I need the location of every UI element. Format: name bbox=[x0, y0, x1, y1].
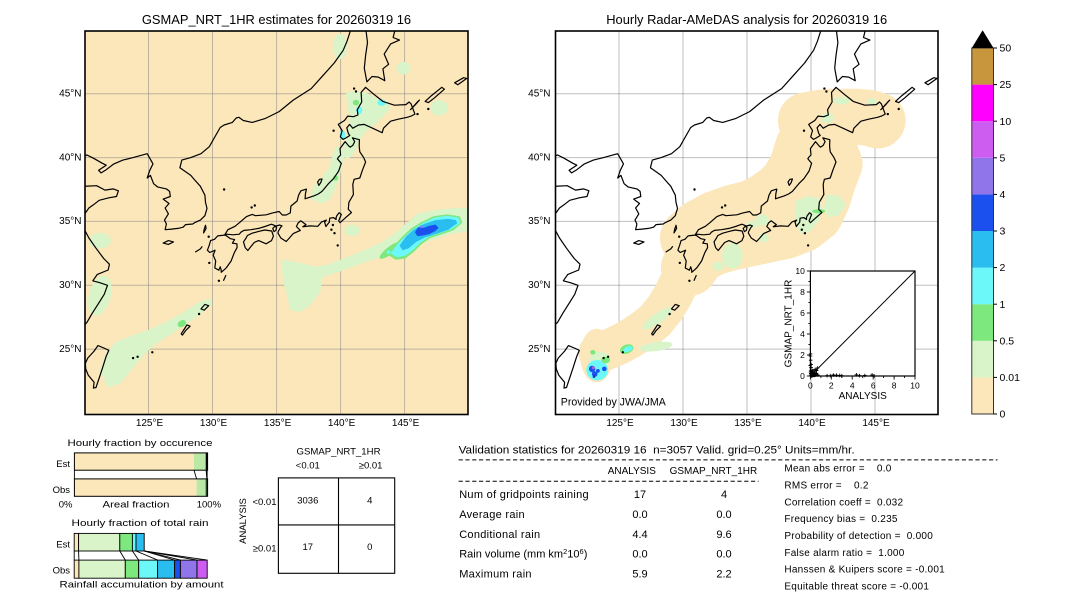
svg-text:2: 2 bbox=[1000, 262, 1006, 274]
svg-text:125°E: 125°E bbox=[606, 418, 634, 429]
svg-text:3036: 3036 bbox=[297, 496, 318, 507]
svg-text:40°N: 40°N bbox=[528, 152, 550, 163]
svg-text:Frequency bias = 0.235: Frequency bias = 0.235 bbox=[784, 514, 898, 525]
svg-text:RMS error = 0.2: RMS error = 0.2 bbox=[784, 481, 868, 492]
svg-text:25: 25 bbox=[1000, 79, 1012, 91]
svg-text:35°N: 35°N bbox=[59, 216, 81, 227]
svg-text:40°N: 40°N bbox=[59, 152, 81, 163]
svg-text:Obs: Obs bbox=[53, 566, 71, 577]
svg-text:1: 1 bbox=[1000, 299, 1006, 311]
svg-text:0: 0 bbox=[800, 371, 805, 381]
svg-text:False alarm ratio = 1.000: False alarm ratio = 1.000 bbox=[784, 548, 904, 559]
svg-text:GSMAP_NRT_1HR: GSMAP_NRT_1HR bbox=[297, 446, 381, 457]
svg-text:125°E: 125°E bbox=[136, 418, 164, 429]
svg-text:25°N: 25°N bbox=[59, 344, 81, 355]
svg-text:ANALYSIS: ANALYSIS bbox=[238, 498, 249, 544]
svg-text:5.9: 5.9 bbox=[632, 569, 647, 581]
svg-text:0.0: 0.0 bbox=[716, 509, 731, 521]
svg-text:Mean abs error = 0.0: Mean abs error = 0.0 bbox=[784, 464, 891, 475]
svg-text:0%: 0% bbox=[59, 500, 73, 511]
svg-text:Hourly Radar-AMeDAS analysis f: Hourly Radar-AMeDAS analysis for 2026031… bbox=[606, 12, 887, 27]
svg-text:Obs: Obs bbox=[53, 485, 71, 496]
svg-text:17: 17 bbox=[303, 542, 314, 553]
svg-text:Hourly fraction of total rain: Hourly fraction of total rain bbox=[72, 518, 209, 529]
svg-text:GSMAP_NRT_1HR estimates for 20: GSMAP_NRT_1HR estimates for 20260319 16 bbox=[142, 12, 411, 27]
svg-text:Est: Est bbox=[56, 540, 70, 551]
svg-text:100%: 100% bbox=[197, 500, 222, 511]
svg-text:0.0: 0.0 bbox=[716, 549, 731, 561]
svg-text:6: 6 bbox=[800, 308, 805, 318]
svg-text:2: 2 bbox=[829, 381, 834, 391]
svg-text:45°N: 45°N bbox=[59, 89, 81, 100]
svg-text:Rain volume (mm km2106): Rain volume (mm km2106) bbox=[459, 547, 587, 561]
svg-text:30°N: 30°N bbox=[528, 280, 550, 291]
svg-text:10: 10 bbox=[795, 266, 805, 276]
svg-text:4: 4 bbox=[800, 329, 805, 339]
svg-text:140°E: 140°E bbox=[798, 418, 826, 429]
svg-text:10: 10 bbox=[1000, 116, 1012, 128]
svg-text:4: 4 bbox=[367, 496, 372, 507]
svg-text:Probability of detection = 0.: Probability of detection = 0.000 bbox=[784, 531, 933, 542]
svg-text:0: 0 bbox=[367, 542, 372, 553]
svg-text:5: 5 bbox=[1000, 152, 1006, 164]
svg-text:130°E: 130°E bbox=[670, 418, 698, 429]
svg-text:4: 4 bbox=[721, 489, 727, 501]
svg-text:2.2: 2.2 bbox=[716, 569, 731, 581]
svg-text:<0.01: <0.01 bbox=[296, 461, 320, 472]
svg-text:Average rain: Average rain bbox=[459, 509, 525, 521]
svg-text:Areal fraction: Areal fraction bbox=[103, 500, 170, 511]
svg-text:17: 17 bbox=[634, 489, 646, 501]
svg-text:<0.01: <0.01 bbox=[252, 497, 276, 508]
svg-text:0: 0 bbox=[808, 381, 813, 391]
svg-text:Equitable threat score = -0.00: Equitable threat score = -0.001 bbox=[784, 582, 929, 593]
svg-text:4.4: 4.4 bbox=[632, 529, 647, 541]
svg-text:30°N: 30°N bbox=[59, 280, 81, 291]
svg-text:50: 50 bbox=[1000, 43, 1012, 55]
svg-text:2: 2 bbox=[800, 350, 805, 360]
svg-text:Hourly fraction by occurence: Hourly fraction by occurence bbox=[68, 438, 213, 449]
svg-text:ANALYSIS: ANALYSIS bbox=[608, 466, 656, 477]
svg-text:≥0.01: ≥0.01 bbox=[359, 461, 383, 472]
svg-text:Validation statistics for 2026: Validation statistics for 20260319 16 n=… bbox=[459, 445, 855, 457]
svg-text:0.0: 0.0 bbox=[632, 509, 647, 521]
svg-text:3: 3 bbox=[1000, 226, 1006, 238]
svg-text:Num of gridpoints raining: Num of gridpoints raining bbox=[459, 489, 589, 501]
svg-text:140°E: 140°E bbox=[328, 418, 356, 429]
svg-text:35°N: 35°N bbox=[528, 216, 550, 227]
svg-text:≥0.01: ≥0.01 bbox=[253, 543, 277, 554]
svg-text:145°E: 145°E bbox=[392, 418, 420, 429]
svg-text:Maximum rain: Maximum rain bbox=[459, 569, 532, 581]
svg-text:Provided by JWA/JMA: Provided by JWA/JMA bbox=[561, 397, 667, 409]
svg-text:Conditional rain: Conditional rain bbox=[459, 529, 540, 541]
svg-text:6: 6 bbox=[871, 381, 876, 391]
svg-text:Est: Est bbox=[56, 459, 70, 470]
svg-text:0: 0 bbox=[1000, 409, 1006, 421]
svg-text:Hanssen & Kuipers score = -0.0: Hanssen & Kuipers score = -0.001 bbox=[784, 565, 945, 576]
svg-text:GSMAP_NRT_1HR: GSMAP_NRT_1HR bbox=[783, 280, 794, 368]
svg-text:8: 8 bbox=[800, 287, 805, 297]
svg-text:Correlation coeff = 0.032: Correlation coeff = 0.032 bbox=[784, 497, 903, 508]
svg-text:8: 8 bbox=[892, 381, 897, 391]
svg-text:25°N: 25°N bbox=[528, 344, 550, 355]
svg-text:ANALYSIS: ANALYSIS bbox=[839, 391, 887, 402]
svg-text:130°E: 130°E bbox=[200, 418, 228, 429]
svg-text:4: 4 bbox=[850, 381, 855, 391]
svg-text:Rainfall accumulation by amoun: Rainfall accumulation by amount bbox=[60, 580, 224, 591]
svg-text:0.01: 0.01 bbox=[1000, 372, 1021, 384]
svg-text:135°E: 135°E bbox=[734, 418, 762, 429]
svg-text:145°E: 145°E bbox=[862, 418, 890, 429]
svg-text:0.0: 0.0 bbox=[632, 549, 647, 561]
svg-text:4: 4 bbox=[1000, 189, 1006, 201]
svg-text:135°E: 135°E bbox=[264, 418, 292, 429]
svg-text:9.6: 9.6 bbox=[716, 529, 731, 541]
svg-text:10: 10 bbox=[910, 381, 920, 391]
svg-text:45°N: 45°N bbox=[528, 89, 550, 100]
svg-text:GSMAP_NRT_1HR: GSMAP_NRT_1HR bbox=[670, 466, 758, 477]
svg-text:0.5: 0.5 bbox=[1000, 335, 1015, 347]
